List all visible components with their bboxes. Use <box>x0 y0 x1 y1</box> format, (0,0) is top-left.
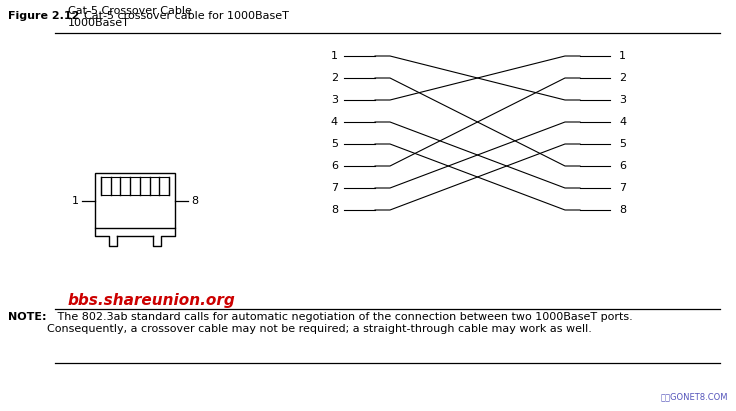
Text: 5: 5 <box>619 139 626 149</box>
Text: 5: 5 <box>331 139 338 149</box>
Bar <box>95 173 175 229</box>
Text: 7: 7 <box>619 183 626 193</box>
Text: 8: 8 <box>331 205 338 215</box>
Text: Cat-5 crossover cable for 1000BaseT: Cat-5 crossover cable for 1000BaseT <box>70 11 289 21</box>
Text: bbs.shareunion.org: bbs.shareunion.org <box>68 293 236 308</box>
Text: 4: 4 <box>619 117 626 127</box>
Text: 2: 2 <box>331 73 338 83</box>
Text: 8: 8 <box>191 196 198 206</box>
Text: 8: 8 <box>619 205 626 215</box>
Text: 6: 6 <box>619 161 626 171</box>
Text: 3: 3 <box>331 95 338 105</box>
Text: 6: 6 <box>331 161 338 171</box>
Text: 2: 2 <box>619 73 626 83</box>
Text: 3: 3 <box>619 95 626 105</box>
Text: 1: 1 <box>331 51 338 61</box>
Text: NOTE:: NOTE: <box>8 312 46 322</box>
Text: Cat-5 Crossover Cable: Cat-5 Crossover Cable <box>68 6 192 16</box>
Text: 4: 4 <box>331 117 338 127</box>
Text: 7: 7 <box>331 183 338 193</box>
Text: 星云GONET8.COM: 星云GONET8.COM <box>660 392 728 401</box>
Text: 1000BaseT: 1000BaseT <box>68 18 130 28</box>
Text: Figure 2.12: Figure 2.12 <box>8 11 79 21</box>
Text: 1: 1 <box>72 196 79 206</box>
Text: The 802.3ab standard calls for automatic negotiation of the connection between t: The 802.3ab standard calls for automatic… <box>47 312 633 334</box>
Text: 1: 1 <box>619 51 626 61</box>
